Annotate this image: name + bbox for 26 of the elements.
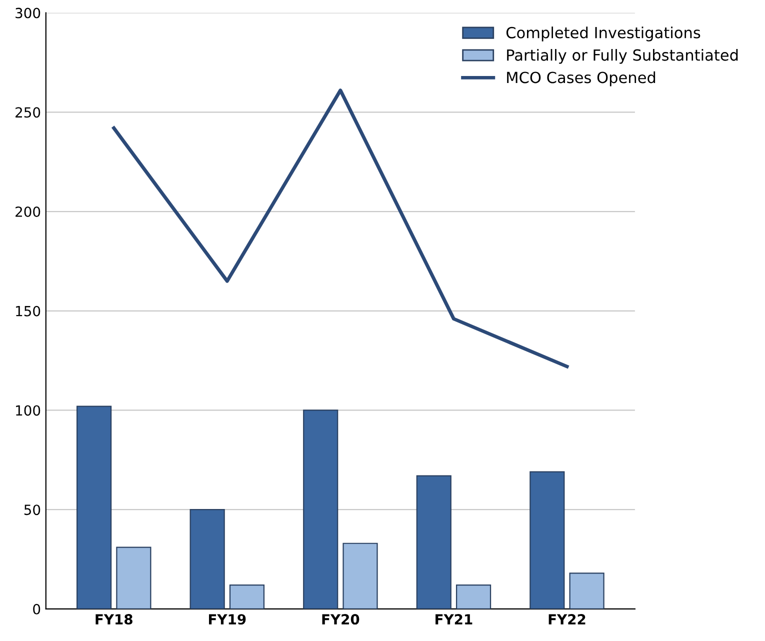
bar (530, 471, 565, 609)
bar (303, 410, 338, 609)
bar (190, 509, 225, 609)
legend-label: Completed Investigations (506, 26, 700, 42)
y-tick-label: 200 (16, 206, 40, 218)
y-tick-label: 250 (16, 107, 40, 118)
bar (229, 584, 265, 609)
bar (416, 475, 452, 609)
bar (569, 572, 604, 609)
y-tick-label: 50 (24, 504, 40, 516)
bar (116, 546, 152, 609)
y-tick-label: 0 (33, 604, 40, 614)
x-tick-label: FY21 (436, 614, 472, 624)
bar (76, 406, 112, 609)
y-tick-label: 150 (16, 306, 40, 316)
y-tick-label: 100 (16, 405, 40, 416)
x-tick-label: FY18 (96, 614, 132, 625)
legend-label: Partially or Fully Substantiated (507, 48, 738, 64)
y-tick-label: 300 (16, 8, 40, 18)
bar (342, 542, 378, 609)
x-tick-label: FY22 (548, 614, 586, 624)
legend-label: MCO Cases Opened (507, 71, 656, 86)
line-series (112, 88, 569, 368)
x-tick-label: FY19 (208, 614, 246, 625)
bar (456, 584, 492, 609)
x-tick-label: FY20 (322, 614, 360, 625)
